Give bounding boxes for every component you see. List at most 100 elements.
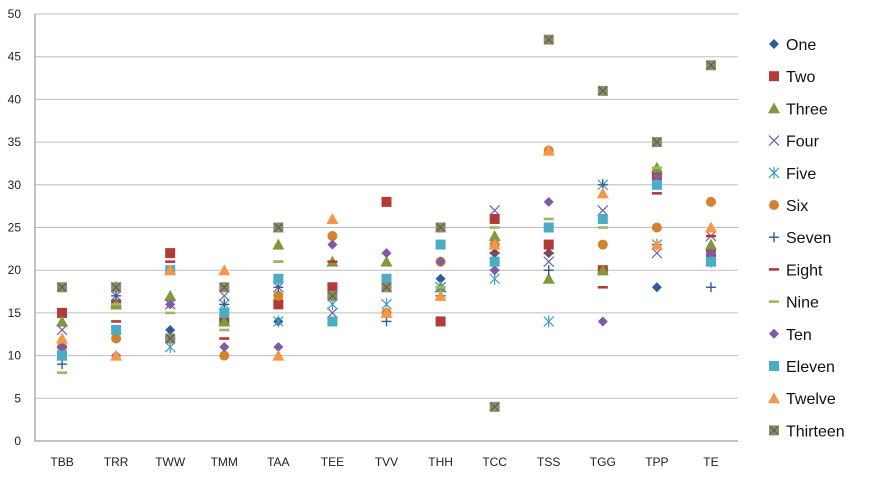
data-point-twelve [218,264,231,276]
data-point-four [56,324,68,336]
x-tick-label: TE [703,455,718,469]
data-point-four [651,247,663,259]
data-point-thirteen [597,85,608,96]
data-point-twelve [272,349,285,361]
legend-item: One [769,37,816,54]
data-point-four [326,307,338,319]
data-point-four [543,256,555,268]
data-point-eleven [273,273,284,284]
data-point-two [57,307,68,318]
x-tick-label: TSS [537,455,560,469]
data-point-twelve [56,332,69,344]
data-point-twelve [542,144,555,156]
data-point-thirteen [273,222,284,233]
data-point-ten [273,342,284,353]
legend-marker [769,39,779,49]
data-point-thirteen [435,222,446,233]
data-marks [56,34,717,412]
legend-label: Four [786,134,820,151]
data-point-eleven [111,324,122,335]
data-point-eleven [327,316,338,327]
data-point-ten [489,265,500,276]
data-point-seven [111,290,122,301]
data-point-two [165,248,176,259]
data-point-one [165,324,176,335]
data-point-thirteen [327,290,338,301]
data-point-ten [543,196,554,207]
legend-item: Six [769,198,808,215]
data-point-three [56,315,69,327]
data-point-twelve [164,264,177,276]
x-tick-label: TAA [267,455,289,469]
legend-label: Two [786,69,815,86]
legend-label: Thirteen [786,423,845,440]
y-tick-label: 50 [8,7,22,21]
data-point-eleven [543,222,554,233]
data-point-twelve [380,306,393,318]
data-point-two [381,196,392,207]
legend-label: Six [786,198,808,215]
data-point-thirteen [705,60,716,71]
data-point-three [218,315,231,327]
data-point-three [272,238,285,250]
legend-label: Five [786,166,816,183]
legend-item: Twelve [768,391,836,408]
data-point-ten [435,256,446,267]
y-tick-label: 10 [8,349,22,363]
data-point-one [435,273,446,284]
data-point-six [327,231,338,242]
legend-marker [768,392,780,404]
legend-item: Ten [769,327,812,344]
data-point-two [489,213,500,224]
x-tick-label: TCC [482,455,507,469]
legend-label: Seven [786,230,831,247]
data-point-two [543,239,554,250]
data-point-six [111,333,122,344]
data-point-seven [381,316,392,327]
x-tick-label: TMM [211,455,238,469]
legend-item: Thirteen [769,423,845,440]
data-point-thirteen [381,282,392,293]
x-tick-label: TRR [104,455,129,469]
x-tick-label: TEE [321,455,344,469]
y-tick-label: 40 [8,92,22,106]
legend-marker [769,200,779,210]
data-point-three [596,264,609,276]
data-point-three [380,255,393,267]
legend-item: Seven [769,230,831,247]
data-point-eleven [219,307,230,318]
data-point-seven [543,265,554,276]
legend-item: Two [769,69,815,86]
data-point-seven [219,299,230,310]
data-point-twelve [326,212,339,224]
x-tick-label: TBB [50,455,73,469]
legend: One Two Three Four Five Six Seven Eight Nine Ten E… [768,37,845,440]
legend-label: Twelve [786,391,836,408]
legend-label: Eleven [786,359,835,376]
data-point-ten [381,248,392,259]
data-point-twelve [704,221,717,233]
x-tick-label: THH [428,455,453,469]
data-point-thirteen [219,282,230,293]
data-point-five [272,315,284,328]
legend-item: Eight [769,262,823,279]
data-point-four [597,204,609,216]
data-point-twelve [110,349,123,361]
data-point-twelve [650,238,663,250]
data-point-ten [327,239,338,250]
data-point-eleven [597,213,608,224]
data-point-ten [165,299,176,310]
data-point-thirteen [111,282,122,293]
data-point-ten [219,342,230,353]
legend-label: Ten [786,327,812,344]
legend-item: Eleven [769,359,835,376]
data-point-thirteen [489,401,500,412]
data-point-two [327,282,338,293]
data-point-thirteen [651,137,662,148]
legend-item: Five [768,166,816,183]
legend-label: Three [786,101,828,118]
data-point-eleven [57,350,68,361]
data-point-five [543,315,555,328]
y-tick-label: 5 [14,391,21,405]
